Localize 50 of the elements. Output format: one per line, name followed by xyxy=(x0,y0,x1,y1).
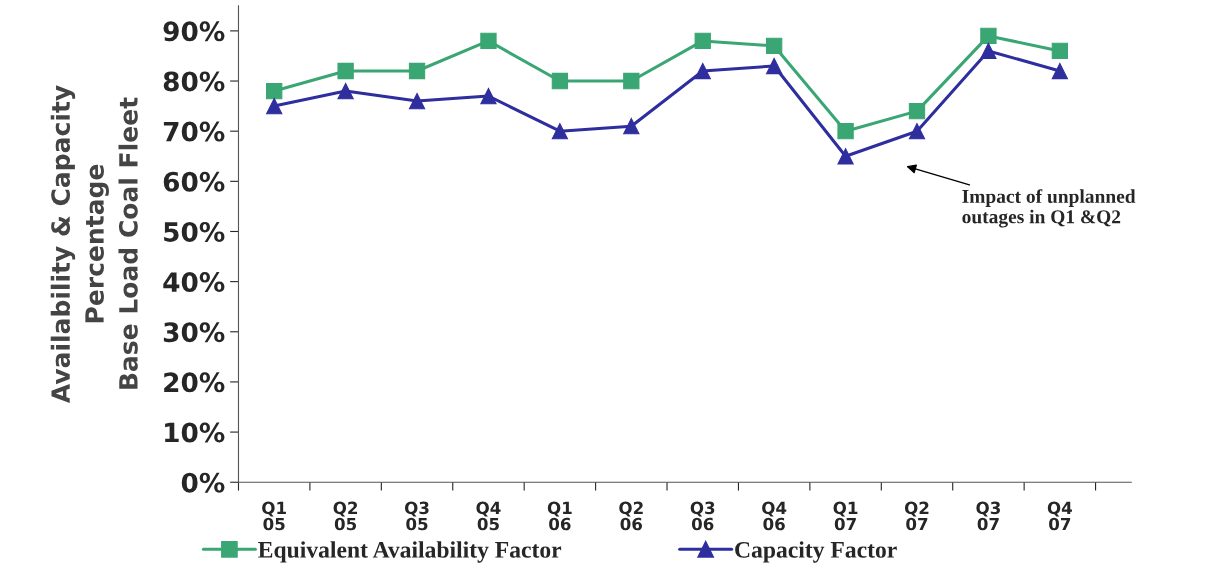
y-tick-label: 30% xyxy=(163,322,225,343)
point xyxy=(337,82,354,100)
point xyxy=(266,97,283,115)
point xyxy=(1051,62,1069,80)
point xyxy=(694,32,711,50)
x-tick-label: Q4 05 xyxy=(476,501,501,531)
x-tick-label: Q2 06 xyxy=(619,501,643,531)
point xyxy=(551,72,569,90)
y-tick-label: 90% xyxy=(163,21,225,42)
x-tick-label: Q3 07 xyxy=(976,501,1000,531)
x-tick-label: Q1 06 xyxy=(547,501,572,531)
x-tick-label: Q1 05 xyxy=(262,501,286,531)
x-tick-label: Q3 05 xyxy=(404,501,429,531)
point xyxy=(408,92,426,110)
y-tick-label: 20% xyxy=(164,372,225,393)
point xyxy=(266,82,283,100)
point xyxy=(1051,42,1069,60)
point xyxy=(623,118,640,135)
point xyxy=(766,57,783,75)
x-tick-label: Q4 07 xyxy=(1047,501,1072,531)
x-tick-label: Q2 05 xyxy=(333,501,358,531)
point xyxy=(908,102,926,120)
point xyxy=(908,123,926,140)
x-tick-label: Q2 07 xyxy=(904,501,929,531)
point xyxy=(480,87,497,105)
point xyxy=(551,123,569,140)
point xyxy=(694,62,711,80)
y-tick-label: 10% xyxy=(165,422,225,443)
point xyxy=(623,72,640,90)
point xyxy=(980,42,997,60)
y-tick-label: 50% xyxy=(164,221,225,242)
point xyxy=(837,123,854,140)
legend-label: Capacity Factor xyxy=(735,541,897,563)
x-tick-label: Q1 07 xyxy=(833,501,858,531)
y-tick-label: 80% xyxy=(163,71,225,92)
point xyxy=(980,27,997,45)
y-tick-label: 60% xyxy=(163,171,225,192)
point xyxy=(408,62,426,80)
y-tick-label: 40% xyxy=(163,272,225,293)
y-tick-label: 0% xyxy=(181,472,225,493)
y-tick-label: 70% xyxy=(163,121,225,142)
legend-label: Equivalent Availability Factor xyxy=(258,541,562,563)
point xyxy=(837,148,854,165)
y-axis-title: Availability & Capacity Percentage Base Load Coal Fleet xyxy=(50,85,138,404)
annotation: Impact of unplanned outages in Q1 &Q2 xyxy=(962,189,1136,228)
point xyxy=(480,32,497,50)
x-tick-label: Q4 06 xyxy=(762,501,787,531)
x-tick-label: Q3 06 xyxy=(690,501,715,531)
point xyxy=(766,37,783,55)
point xyxy=(337,62,354,80)
